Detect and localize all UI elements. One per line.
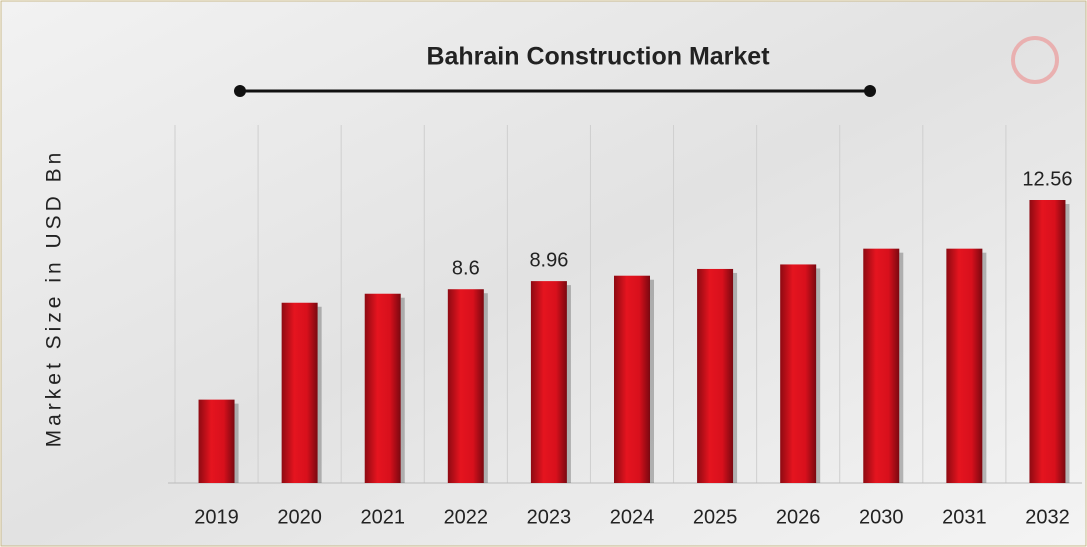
bar — [364, 293, 401, 483]
x-tick-label: 2032 — [1025, 506, 1070, 528]
bar-shadow — [566, 285, 571, 483]
x-tick-label: 2026 — [776, 506, 821, 528]
x-tick-label: 2024 — [610, 506, 655, 528]
bar-shadow — [483, 293, 488, 483]
bar — [198, 399, 235, 483]
bar — [614, 275, 650, 483]
bar — [1029, 200, 1066, 483]
bar — [780, 264, 817, 483]
bar-shadow — [400, 297, 405, 483]
x-tick-label: 2025 — [693, 506, 738, 528]
x-tick-label: 2020 — [277, 506, 322, 528]
rule-dot — [234, 85, 246, 97]
data-label: 8.96 — [529, 249, 568, 271]
bar-shadow — [234, 403, 239, 483]
x-tick-label: 2023 — [527, 506, 572, 528]
bar-shadow — [733, 272, 738, 483]
bar-shadow — [816, 268, 821, 483]
bar — [530, 281, 567, 483]
logo — [1011, 36, 1059, 84]
x-tick-label: 2030 — [859, 506, 904, 528]
bar-shadow — [1065, 204, 1070, 483]
bar-shadow — [317, 306, 322, 483]
bar-shadow — [899, 252, 904, 483]
x-tick-label: 2021 — [360, 506, 405, 528]
bar-shadow — [650, 279, 654, 483]
bar — [946, 248, 983, 483]
bar — [697, 268, 734, 483]
rule-dot — [864, 85, 876, 97]
chart-title: Bahrain Construction Market — [426, 43, 770, 71]
bar — [447, 289, 484, 483]
x-tick-label: 2031 — [942, 506, 987, 528]
bar-shadow — [982, 252, 987, 483]
x-tick-label: 2022 — [444, 506, 489, 528]
y-axis-label: Market Size in USD Bn — [43, 149, 66, 448]
bar — [281, 302, 318, 483]
x-tick-label: 2019 — [194, 506, 239, 528]
data-label: 8.6 — [452, 258, 480, 280]
data-label: 12.56 — [1022, 168, 1072, 190]
bar — [863, 248, 900, 483]
